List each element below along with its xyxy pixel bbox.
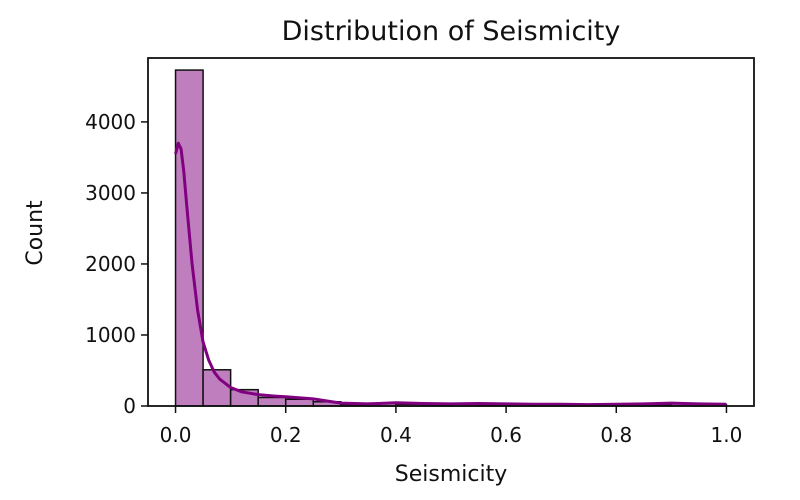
kde-curve xyxy=(174,141,727,407)
histogram-bar xyxy=(257,396,287,407)
y-tick-label: 3000 xyxy=(85,181,136,205)
chart-title: Distribution of Seismicity xyxy=(282,16,621,47)
x-tick-label: 1.0 xyxy=(711,423,743,447)
x-tick-label: 0.6 xyxy=(490,423,522,447)
x-tick-label: 0.0 xyxy=(160,423,192,447)
histogram-bar xyxy=(284,398,315,407)
x-tick-label: 0.2 xyxy=(270,423,302,447)
plot-frame xyxy=(147,57,755,407)
y-tick-label: 4000 xyxy=(85,110,136,134)
y-tick-label: 1000 xyxy=(85,323,136,347)
bars-layer xyxy=(174,69,728,407)
y-tick-label: 2000 xyxy=(85,252,136,276)
x-axis-label: Seismicity xyxy=(395,462,507,487)
x-axis-ticks: 0.0 0.2 0.4 0.6 0.8 1.0 xyxy=(160,406,743,447)
y-tick-label: 0 xyxy=(123,394,136,418)
x-tick-label: 0.4 xyxy=(380,423,412,447)
y-axis-label: Count xyxy=(23,200,48,266)
x-tick-label: 0.8 xyxy=(600,423,632,447)
y-axis-ticks: 0 1000 2000 3000 4000 xyxy=(85,110,148,418)
